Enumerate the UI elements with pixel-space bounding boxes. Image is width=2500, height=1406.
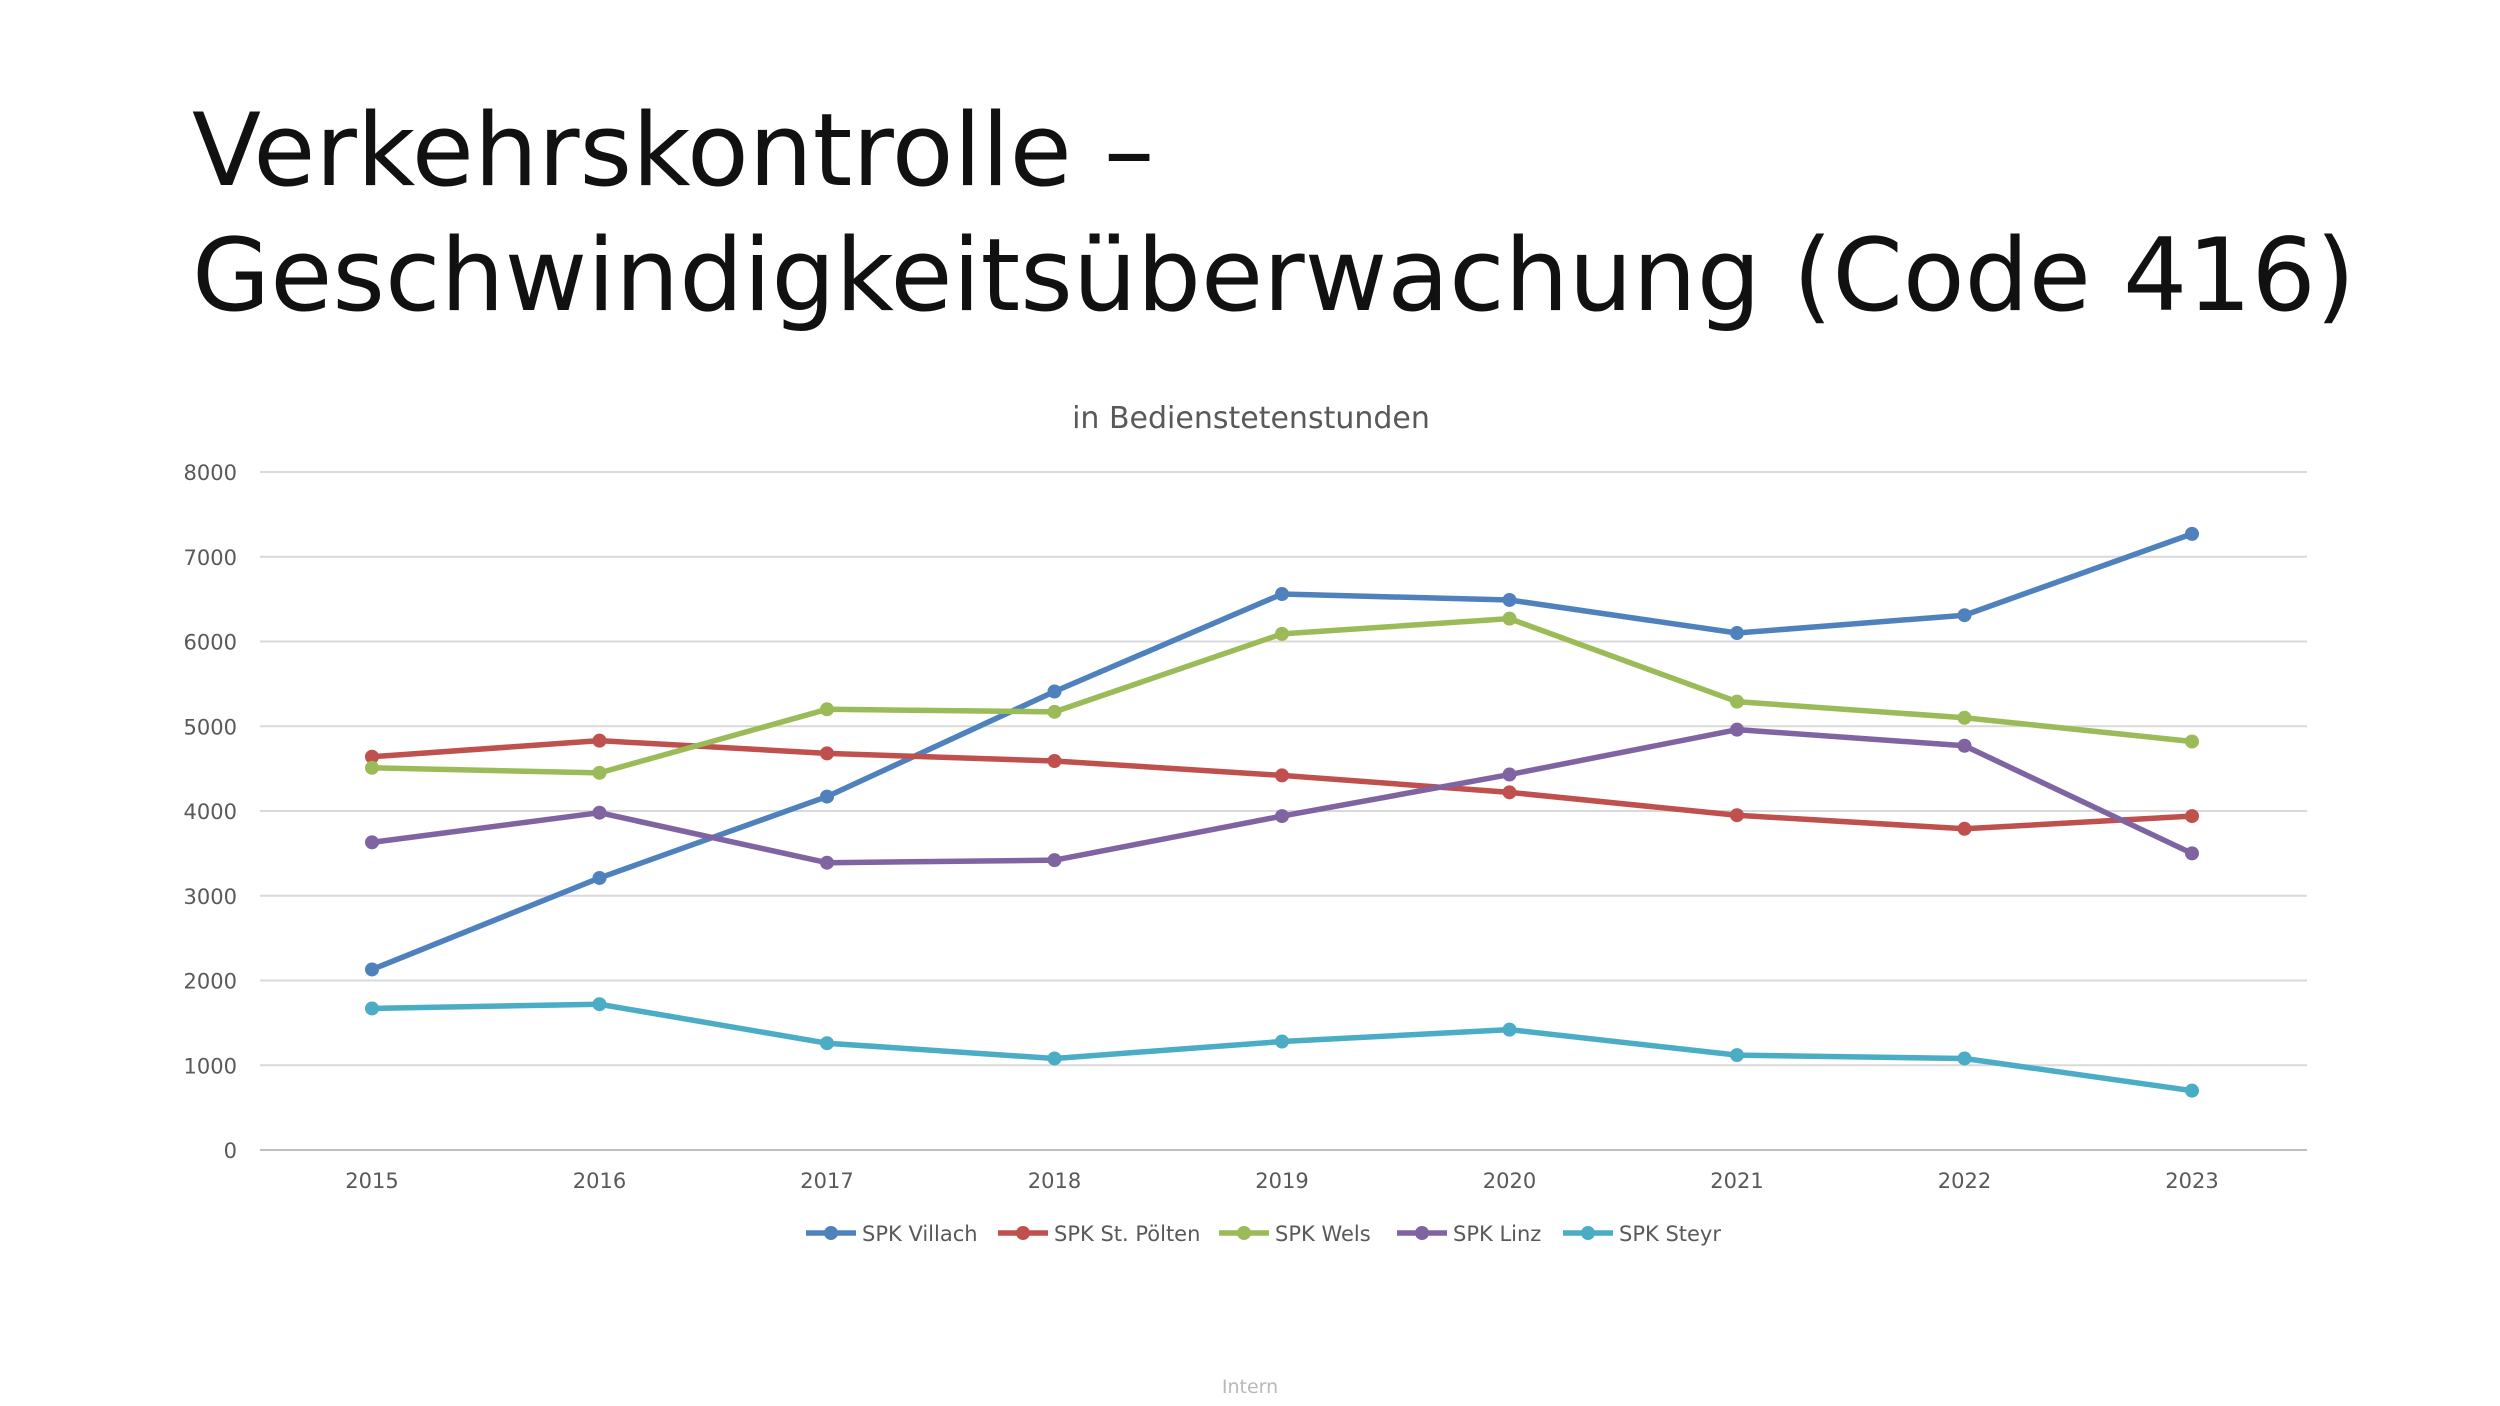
- footer-classification: Intern: [1221, 1376, 1279, 1398]
- data-point: [1275, 626, 1289, 641]
- legend-marker: [1237, 1226, 1251, 1240]
- legend-marker: [1415, 1226, 1429, 1240]
- series-line: [369, 726, 2195, 866]
- legend-label: SPK Villach: [862, 1222, 978, 1246]
- data-point: [2185, 526, 2199, 541]
- data-point: [1957, 608, 1972, 623]
- data-point: [592, 765, 607, 780]
- y-tick-label: 7000: [184, 546, 237, 570]
- series-lines: [365, 526, 2199, 1098]
- legend-item: SPK St. Pölten: [998, 1222, 1200, 1246]
- x-tick-label: 2020: [1483, 1169, 1536, 1193]
- data-point: [1047, 1051, 1062, 1066]
- data-point: [365, 835, 379, 850]
- data-point: [1730, 694, 1744, 709]
- legend-marker: [1581, 1226, 1595, 1240]
- legend-label: SPK Steyr: [1619, 1222, 1721, 1246]
- data-point: [2185, 734, 2199, 749]
- y-tick-label: 8000: [184, 461, 237, 485]
- slide-title-line-2: Geschwindigkeitsüberwachung (Code 416): [192, 216, 2356, 334]
- data-point: [1502, 592, 1517, 607]
- legend: SPK Villach SPK St. Pölten SPK Wels SPK Lin…: [806, 1222, 1721, 1246]
- legend-label: SPK Wels: [1275, 1222, 1371, 1246]
- x-tick-label: 2015: [345, 1169, 398, 1193]
- data-point: [1275, 768, 1289, 783]
- data-point: [1957, 821, 1972, 836]
- data-point: [2185, 846, 2199, 861]
- data-point: [1275, 809, 1289, 824]
- legend-marker: [1016, 1226, 1030, 1240]
- chart-title: in Bedienstetenstunden: [1072, 401, 1430, 436]
- series-spk-steyr: [365, 997, 2199, 1098]
- x-tick-label: 2019: [1255, 1169, 1308, 1193]
- series-spk-st-p-lten: [365, 733, 2199, 836]
- x-tick-label: 2023: [2165, 1169, 2218, 1193]
- data-point: [2185, 1083, 2199, 1098]
- data-point: [1502, 785, 1517, 800]
- data-point: [365, 1001, 379, 1016]
- x-tick-label: 2022: [1938, 1169, 1991, 1193]
- y-tick-label: 5000: [184, 715, 237, 739]
- x-tick-label: 2017: [800, 1169, 853, 1193]
- data-point: [592, 870, 607, 885]
- data-point: [365, 749, 379, 764]
- data-point: [1047, 753, 1062, 768]
- data-point: [592, 733, 607, 748]
- data-point: [1957, 738, 1972, 753]
- data-point: [1047, 704, 1062, 719]
- data-point: [1047, 853, 1062, 868]
- data-point: [592, 997, 607, 1012]
- legend-marker: [824, 1226, 838, 1240]
- data-point: [820, 789, 834, 804]
- data-point: [1957, 1051, 1972, 1066]
- series-spk-wels: [365, 611, 2199, 780]
- legend-item: SPK Steyr: [1563, 1222, 1721, 1246]
- data-point: [820, 702, 834, 717]
- data-point: [2185, 809, 2199, 824]
- series-spk-linz: [365, 722, 2199, 870]
- slide-title: Verkehrskontrolle – Geschwindigkeitsüber…: [192, 88, 2392, 338]
- x-axis-ticks: 2015 2016 2017 2018 2019 2020 2021 2022 2023: [345, 1169, 2218, 1193]
- slide-title-line-1: Verkehrskontrolle –: [192, 91, 1155, 209]
- y-tick-label: 1000: [184, 1054, 237, 1078]
- data-point: [1047, 684, 1062, 699]
- series-spk-villach: [365, 526, 2199, 977]
- x-tick-label: 2016: [573, 1169, 626, 1193]
- data-point: [1730, 1048, 1744, 1063]
- legend-item: SPK Villach: [806, 1222, 978, 1246]
- legend-item: SPK Linz: [1397, 1222, 1541, 1246]
- data-point: [1957, 710, 1972, 725]
- data-point: [1730, 808, 1744, 823]
- data-point: [1730, 626, 1744, 641]
- x-tick-label: 2021: [1710, 1169, 1763, 1193]
- data-point: [1502, 1022, 1517, 1037]
- x-tick-label: 2018: [1028, 1169, 1081, 1193]
- y-tick-label: 6000: [184, 631, 237, 655]
- y-tick-label: 2000: [184, 970, 237, 994]
- data-point: [1275, 587, 1289, 602]
- data-point: [592, 805, 607, 820]
- data-point: [820, 1036, 834, 1051]
- data-point: [365, 760, 379, 775]
- legend-item: SPK Wels: [1219, 1222, 1371, 1246]
- y-axis-ticks: 0 1000 2000 3000 4000 5000 6000 7000 8000: [184, 461, 237, 1163]
- data-point: [820, 855, 834, 870]
- data-point: [1275, 1034, 1289, 1049]
- data-point: [365, 962, 379, 977]
- data-point: [820, 746, 834, 761]
- y-tick-label: 0: [224, 1139, 237, 1163]
- legend-label: SPK St. Pölten: [1054, 1222, 1200, 1246]
- legend-label: SPK Linz: [1453, 1222, 1541, 1246]
- data-point: [1502, 611, 1517, 626]
- y-tick-label: 3000: [184, 885, 237, 909]
- y-tick-label: 4000: [184, 800, 237, 824]
- data-point: [1502, 767, 1517, 782]
- data-point: [1730, 722, 1744, 737]
